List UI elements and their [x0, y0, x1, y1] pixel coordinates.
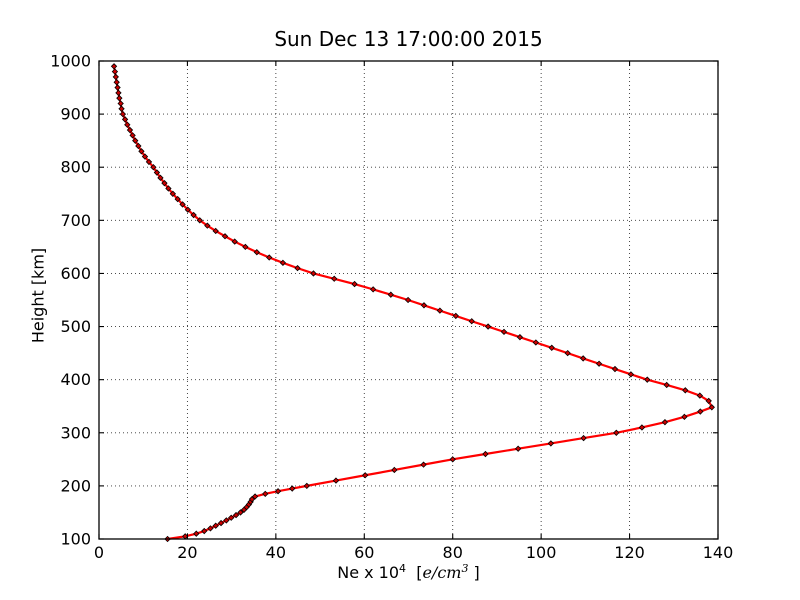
data-line	[112, 66, 713, 541]
y-axis-label: Height [km]	[28, 247, 48, 344]
tick-marks	[98, 60, 719, 540]
svg-text:140: 140	[703, 543, 734, 562]
svg-text:300: 300	[60, 423, 91, 442]
svg-text:700: 700	[60, 211, 91, 230]
x-axis-label-units: e/cm	[422, 563, 462, 582]
svg-text:120: 120	[614, 543, 645, 562]
svg-text:0: 0	[94, 543, 104, 562]
x-tick-labels: 0 20 40 60 80 100 120 140	[94, 543, 733, 562]
chart-title: Sun Dec 13 17:00:00 2015	[274, 27, 543, 51]
svg-text:20: 20	[177, 543, 197, 562]
x-axis-label-bracket: [	[406, 563, 423, 582]
svg-text:600: 600	[60, 264, 91, 283]
svg-text:500: 500	[60, 317, 91, 336]
y-tick-labels: 100 200 300 400 500 600 700 800 900 1000	[50, 52, 91, 549]
svg-text:400: 400	[60, 370, 91, 389]
x-axis-label-suffix: ]	[468, 563, 480, 582]
x-axis-label-units-exponent: 3	[461, 562, 469, 575]
svg-text:60: 60	[354, 543, 374, 562]
svg-text:100: 100	[60, 530, 91, 549]
x-axis-label-prefix: Ne x 10	[337, 563, 400, 582]
svg-text:800: 800	[60, 158, 91, 177]
x-axis-label-exponent: 4	[399, 562, 407, 575]
svg-text:100: 100	[526, 543, 557, 562]
axes-frame	[98, 60, 719, 540]
svg-text:40: 40	[266, 543, 286, 562]
svg-text:80: 80	[443, 543, 463, 562]
svg-text:1000: 1000	[50, 52, 91, 71]
x-axis-label: Ne x 104 [e/cm3 ]	[99, 562, 718, 582]
svg-text:900: 900	[60, 105, 91, 124]
svg-text:200: 200	[60, 476, 91, 495]
data-markers	[110, 63, 715, 543]
